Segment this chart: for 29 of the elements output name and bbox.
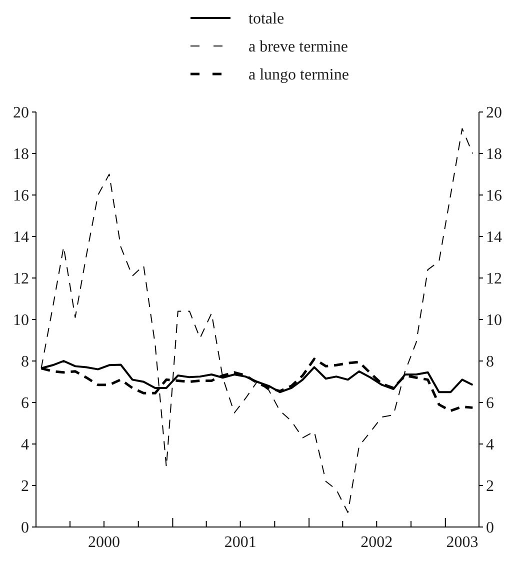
y2-tick-label: 4 (486, 436, 494, 454)
y-tick-label: 2 (21, 478, 29, 496)
x-tick-label: 2000 (88, 534, 120, 551)
y-tick-label: 12 (13, 270, 29, 288)
y2-tick-label: 0 (486, 520, 494, 537)
y2-tick-label: 12 (486, 270, 502, 288)
y-tick-label: 20 (13, 104, 29, 122)
y-tick-label: 16 (13, 188, 29, 205)
legend-label: a breve termine (248, 38, 348, 56)
y2-tick-label: 16 (486, 188, 502, 205)
y-tick-label: 18 (13, 146, 29, 164)
y2-tick-label: 20 (486, 104, 502, 122)
y2-tick-label: 18 (486, 146, 502, 164)
legend-label: a lungo termine (248, 66, 349, 84)
y-tick-label: 4 (21, 436, 29, 454)
legend-label: totale (248, 10, 284, 28)
y-tick-label: 0 (21, 520, 29, 537)
y2-tick-label: 8 (486, 354, 494, 371)
y2-tick-label: 14 (486, 229, 502, 246)
y2-tick-label: 2 (486, 478, 494, 496)
x-tick-label: 2003 (446, 534, 478, 551)
y-tick-label: 6 (21, 395, 29, 412)
x-tick-label: 2002 (360, 534, 393, 551)
x-tick-label: 2001 (224, 534, 256, 551)
y2-tick-label: 6 (486, 395, 494, 412)
y-tick-label: 8 (21, 354, 29, 371)
y-tick-label: 10 (13, 312, 29, 330)
y2-tick-label: 10 (486, 312, 502, 330)
y-tick-label: 14 (13, 229, 29, 246)
